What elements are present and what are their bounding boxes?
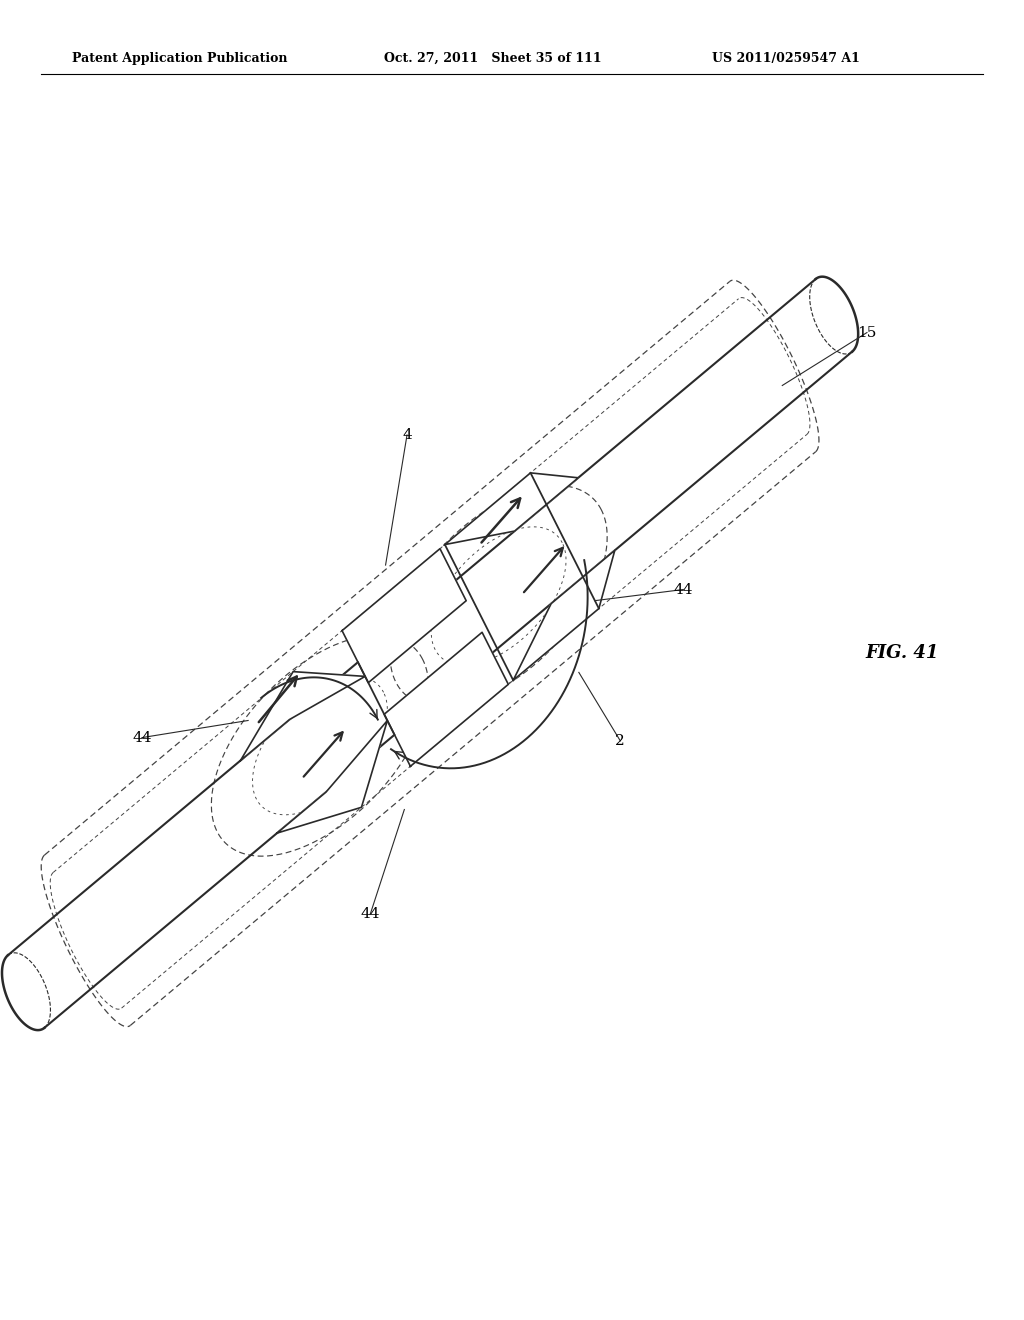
Text: US 2011/0259547 A1: US 2011/0259547 A1 [712,51,859,65]
Text: 15: 15 [857,326,877,339]
Text: FIG. 41: FIG. 41 [865,644,939,663]
Polygon shape [384,632,508,767]
Polygon shape [342,549,466,682]
Text: 2: 2 [615,734,626,748]
Polygon shape [444,473,579,545]
Text: 44: 44 [360,907,380,921]
Polygon shape [278,721,387,833]
Text: Patent Application Publication: Patent Application Publication [72,51,287,65]
Text: 4: 4 [402,428,412,442]
Polygon shape [513,550,614,680]
Polygon shape [241,672,366,760]
Text: 44: 44 [674,582,693,597]
Text: 44: 44 [132,731,152,744]
Text: Oct. 27, 2011   Sheet 35 of 111: Oct. 27, 2011 Sheet 35 of 111 [384,51,602,65]
